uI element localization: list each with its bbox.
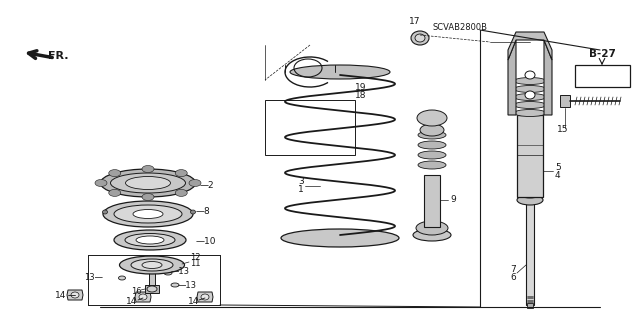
Ellipse shape — [175, 189, 188, 197]
Ellipse shape — [102, 210, 108, 214]
Text: 4: 4 — [555, 170, 561, 180]
Ellipse shape — [418, 151, 446, 159]
Ellipse shape — [100, 169, 195, 197]
Bar — [526, 200, 534, 305]
Text: 14: 14 — [126, 298, 138, 307]
Ellipse shape — [114, 230, 186, 250]
Ellipse shape — [111, 173, 186, 193]
Polygon shape — [508, 32, 552, 60]
Text: FR.: FR. — [48, 51, 68, 61]
Text: —13: —13 — [178, 280, 197, 290]
Text: 7: 7 — [510, 264, 516, 273]
Ellipse shape — [514, 85, 546, 93]
Ellipse shape — [413, 229, 451, 241]
Ellipse shape — [164, 271, 172, 275]
Bar — [527, 303, 533, 308]
Ellipse shape — [71, 292, 79, 298]
Ellipse shape — [514, 93, 546, 100]
Ellipse shape — [147, 286, 157, 292]
Bar — [517, 115, 543, 197]
Ellipse shape — [139, 294, 147, 300]
Polygon shape — [197, 292, 213, 302]
Text: 5: 5 — [555, 162, 561, 172]
Text: 9: 9 — [450, 196, 456, 204]
Polygon shape — [508, 40, 516, 115]
Polygon shape — [544, 40, 552, 115]
Text: —8: —8 — [196, 207, 211, 217]
Ellipse shape — [418, 131, 446, 139]
Ellipse shape — [120, 256, 184, 274]
Text: 12: 12 — [190, 253, 200, 262]
Ellipse shape — [142, 166, 154, 173]
Ellipse shape — [136, 236, 164, 244]
Polygon shape — [67, 290, 83, 300]
Text: 16: 16 — [131, 286, 141, 295]
Text: 13—: 13— — [84, 273, 103, 283]
Ellipse shape — [514, 101, 546, 108]
Ellipse shape — [519, 190, 541, 198]
Ellipse shape — [201, 294, 209, 300]
Ellipse shape — [142, 194, 154, 201]
Ellipse shape — [125, 234, 175, 247]
Text: —10: —10 — [196, 236, 216, 246]
Ellipse shape — [418, 161, 446, 169]
Text: 14: 14 — [188, 298, 200, 307]
Bar — [265, 100, 355, 155]
Text: 11: 11 — [190, 258, 200, 268]
Ellipse shape — [171, 283, 179, 287]
Bar — [149, 263, 155, 287]
Ellipse shape — [417, 110, 447, 126]
Bar — [424, 175, 440, 227]
Text: 15: 15 — [557, 125, 568, 135]
Ellipse shape — [525, 91, 535, 99]
Ellipse shape — [175, 170, 188, 177]
Ellipse shape — [281, 229, 399, 247]
Text: —13: —13 — [171, 266, 190, 276]
Ellipse shape — [131, 259, 173, 271]
Text: 19: 19 — [355, 84, 367, 93]
Text: 6: 6 — [510, 272, 516, 281]
Ellipse shape — [125, 176, 170, 189]
Ellipse shape — [189, 180, 201, 187]
Ellipse shape — [411, 31, 429, 45]
Text: 17: 17 — [409, 18, 420, 26]
Ellipse shape — [133, 210, 163, 219]
Ellipse shape — [142, 262, 162, 269]
Ellipse shape — [290, 65, 390, 79]
Ellipse shape — [415, 34, 425, 42]
Bar — [145, 285, 159, 293]
Text: —2: —2 — [200, 181, 214, 189]
Polygon shape — [135, 292, 151, 302]
Ellipse shape — [525, 71, 535, 79]
Ellipse shape — [514, 78, 546, 85]
Text: SCVAB2800B: SCVAB2800B — [433, 23, 488, 32]
Ellipse shape — [103, 201, 193, 227]
Ellipse shape — [416, 221, 448, 235]
Text: 18: 18 — [355, 92, 367, 100]
Ellipse shape — [109, 170, 121, 177]
Text: 1: 1 — [298, 186, 304, 195]
Ellipse shape — [191, 210, 195, 214]
Ellipse shape — [418, 141, 446, 149]
Text: 3: 3 — [298, 177, 304, 187]
Text: B-27: B-27 — [589, 49, 616, 59]
Bar — [560, 95, 570, 107]
Text: 14: 14 — [55, 292, 67, 300]
Ellipse shape — [95, 180, 107, 187]
Ellipse shape — [514, 109, 546, 116]
Ellipse shape — [420, 124, 444, 136]
Bar — [575, 65, 630, 87]
Ellipse shape — [114, 205, 182, 223]
Ellipse shape — [118, 276, 125, 280]
Ellipse shape — [109, 189, 121, 197]
Ellipse shape — [517, 195, 543, 205]
